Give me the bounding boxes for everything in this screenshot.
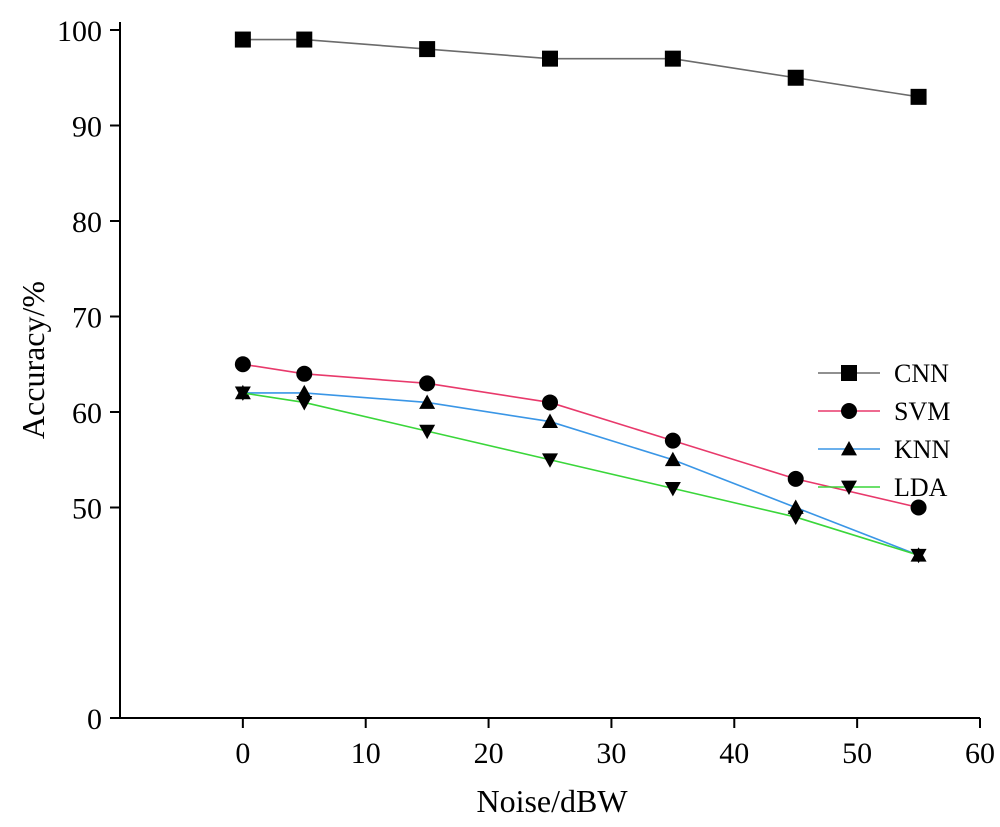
y-axis-label: Accuracy/% (15, 281, 51, 439)
y-tick-label: 70 (72, 302, 102, 335)
data-point-cnn (419, 41, 436, 58)
legend-item-knn: KNN (818, 435, 951, 464)
legend-marker-lda (841, 480, 857, 495)
data-point-svm (419, 375, 436, 392)
data-point-svm (296, 365, 313, 382)
legend-marker-cnn (841, 365, 857, 381)
legend-label-svm: SVM (894, 397, 950, 426)
data-point-lda (296, 396, 313, 411)
series-lda (234, 386, 927, 564)
series-cnn (234, 31, 927, 105)
data-point-lda (787, 510, 804, 526)
data-point-svm (542, 394, 558, 411)
data-point-knn (664, 451, 681, 467)
data-point-lda (910, 548, 927, 564)
data-point-cnn (296, 31, 313, 48)
series-svm (234, 356, 927, 516)
legend-label-knn: KNN (894, 435, 951, 464)
y-tick-label: 80 (72, 206, 102, 239)
data-point-cnn (787, 69, 804, 86)
data-point-svm (910, 499, 927, 516)
x-tick-label: 30 (596, 737, 626, 770)
data-point-lda (664, 482, 681, 497)
legend-marker-knn (841, 441, 857, 456)
data-point-lda (419, 424, 436, 440)
legend: CNN SVM KNN LDA (818, 359, 951, 502)
data-point-cnn (234, 31, 251, 48)
y-tick-label: 100 (57, 15, 102, 48)
y-tick-label: 60 (72, 397, 102, 430)
x-axis-label: Noise/dBW (476, 783, 628, 819)
series-layer (234, 31, 927, 564)
legend-item-lda: LDA (818, 473, 948, 502)
x-tick-label: 0 (235, 737, 250, 770)
legend-item-svm: SVM (818, 397, 950, 426)
y-tick-label: 0 (87, 703, 102, 736)
y-tick-label: 50 (72, 493, 102, 526)
legend-item-cnn: CNN (818, 359, 949, 388)
data-point-knn (296, 384, 313, 400)
series-line-knn (242, 392, 919, 556)
legend-label-cnn: CNN (894, 359, 949, 388)
data-point-knn (787, 499, 804, 514)
data-point-cnn (910, 88, 927, 105)
x-tick-label: 60 (965, 737, 995, 770)
series-line-svm (242, 363, 919, 509)
x-tick-label: 40 (719, 737, 749, 770)
axes: 0 10 20 30 40 50 60 0 50 60 70 80 90 100 (57, 15, 995, 770)
x-tick-label: 10 (351, 737, 381, 770)
data-point-svm (234, 356, 251, 373)
x-tick-label: 20 (474, 737, 504, 770)
series-line-lda (242, 392, 919, 557)
data-point-lda (542, 453, 558, 468)
series-line-cnn (242, 38, 919, 98)
data-point-knn (542, 413, 558, 428)
y-tick-label: 90 (72, 111, 102, 144)
data-point-knn (419, 394, 436, 409)
legend-marker-svm (841, 403, 857, 419)
data-point-svm (787, 470, 804, 487)
data-point-cnn (664, 50, 681, 67)
x-tick-label: 50 (842, 737, 872, 770)
data-point-lda (234, 386, 251, 401)
data-point-svm (664, 432, 681, 449)
data-point-cnn (542, 50, 558, 67)
legend-label-lda: LDA (894, 473, 948, 502)
